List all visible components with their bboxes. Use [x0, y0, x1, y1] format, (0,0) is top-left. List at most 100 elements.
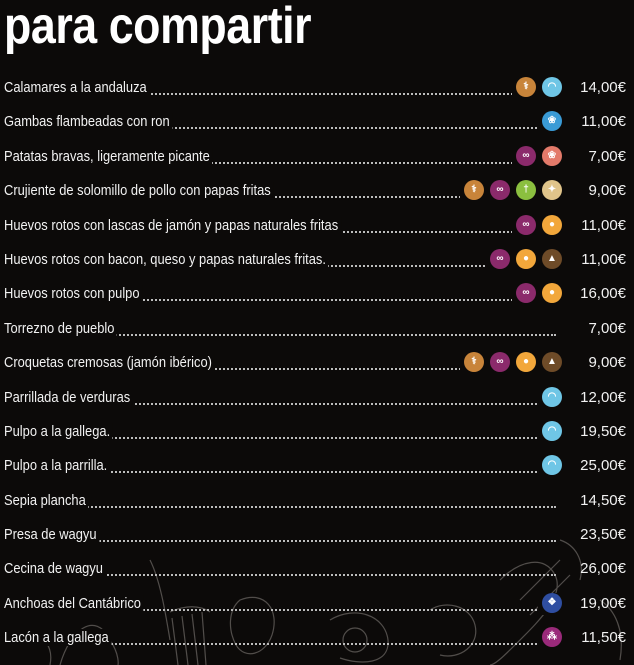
- crustacean-icon: ◠: [542, 455, 562, 476]
- leader-dots: [4, 643, 556, 646]
- lactose-icon: ∞: [516, 283, 536, 304]
- allergen-icons: ∞ ● ▲: [486, 248, 562, 271]
- menu-item: Torrezno de pueblo 7,00€: [0, 314, 634, 348]
- menu-item: Huevos rotos con bacon, queso y papas na…: [0, 245, 634, 279]
- allergen-icons: ⚕ ◠: [512, 77, 562, 99]
- crustacean-icon: ◠: [542, 77, 562, 97]
- sesame-icon: ✦: [542, 180, 562, 201]
- leader-dots: [4, 93, 556, 95]
- allergen-icons: ❀: [538, 111, 562, 134]
- crustacean-icon: ◠: [542, 386, 562, 407]
- gluten-icon: ⚕: [464, 180, 484, 201]
- dish-name: Calamares a la andaluza: [4, 79, 150, 96]
- menu-item: Pulpo a la gallega. ◠ 19,50€: [0, 417, 634, 451]
- leader-dots: [4, 608, 556, 611]
- leader-dots: [4, 127, 556, 130]
- dish-name: Huevos rotos con pulpo: [4, 285, 143, 303]
- menu-item: Parrillada de verduras ◠ 12,00€: [0, 383, 634, 417]
- dish-price: 14,00€: [580, 79, 626, 96]
- dish-price: 7,00€: [588, 147, 626, 165]
- dish-price: 23,50€: [580, 526, 626, 544]
- nuts-icon: ❀: [542, 145, 562, 166]
- dish-name: Presa de wagyu: [4, 526, 100, 544]
- dish-name: Lacón a la gallega: [4, 629, 112, 647]
- dish-price: 14,50€: [580, 491, 626, 509]
- dish-price: 11,50€: [581, 629, 626, 647]
- menu-list: Calamares a la andaluza ⚕ ◠ 14,00€ Gambas fl…: [0, 73, 634, 658]
- menu-item: Patatas bravas, ligeramente picante ∞ ❀ 7,0…: [0, 142, 634, 176]
- dish-name: Huevos rotos con lascas de jamón y papas…: [4, 216, 341, 234]
- leader-dots: [4, 574, 556, 577]
- leader-dots: [4, 299, 556, 302]
- menu-item: Anchoas del Cantábrico ❖ 19,00€: [0, 589, 634, 623]
- lactose-icon: ∞: [516, 145, 536, 166]
- leader-dots: [4, 368, 556, 371]
- leader-dots: [4, 196, 556, 199]
- menu-item: Croquetas cremosas (jamón ibérico) ⚕ ∞ ● ▲ 9,…: [0, 348, 634, 382]
- gluten-icon: ⚕: [516, 77, 536, 97]
- soy-icon: ⁂: [542, 627, 562, 648]
- leader-dots: [4, 402, 556, 405]
- page-title: para compartir: [4, 0, 312, 55]
- menu-item: Crujiente de solomillo de pollo con papa…: [0, 176, 634, 210]
- leader-dots: [4, 333, 556, 336]
- sulphite-icon: ▲: [542, 248, 562, 269]
- dish-price: 11,00€: [581, 216, 626, 234]
- dish-name: Pulpo a la gallega.: [4, 422, 113, 440]
- mustard-icon: †: [516, 180, 536, 201]
- menu-item: Cecina de wagyu 26,00€: [0, 554, 634, 588]
- sulphite-icon: ▲: [542, 352, 562, 373]
- allergen-icons: ∞ ❀: [512, 145, 562, 168]
- dish-name: Cecina de wagyu: [4, 560, 106, 578]
- dish-name: Torrezno de pueblo: [4, 319, 118, 337]
- dish-price: 11,00€: [581, 113, 626, 131]
- allergen-icons: ∞ ●: [512, 214, 562, 237]
- egg-icon: ●: [516, 352, 536, 373]
- dish-price: 19,00€: [580, 594, 626, 612]
- menu-item: Gambas flambeadas con ron ❀ 11,00€: [0, 107, 634, 141]
- dish-price: 25,00€: [580, 457, 626, 475]
- lactose-icon: ∞: [490, 180, 510, 201]
- crustacean-icon: ◠: [542, 420, 562, 441]
- dish-price: 9,00€: [588, 182, 626, 200]
- dish-price: 26,00€: [580, 560, 626, 578]
- lactose-icon: ∞: [490, 352, 510, 373]
- dish-name: Gambas flambeadas con ron: [4, 113, 173, 131]
- allergen-icons: ⚕ ∞ † ✦: [460, 180, 562, 203]
- allergen-icons: ❖: [538, 592, 562, 615]
- leader-dots: [4, 161, 556, 164]
- dish-name: Huevos rotos con bacon, queso y papas na…: [4, 250, 329, 268]
- menu-item: Presa de wagyu 23,50€: [0, 520, 634, 554]
- menu-item: Pulpo a la parrilla. ◠ 25,00€: [0, 451, 634, 485]
- leader-dots: [4, 505, 556, 508]
- menu-item: Sepia plancha 14,50€: [0, 486, 634, 520]
- menu-item: Lacón a la gallega ⁂ 11,50€: [0, 623, 634, 657]
- dish-price: 11,00€: [581, 250, 626, 268]
- dish-name: Croquetas cremosas (jamón ibérico): [4, 354, 215, 372]
- dish-name: Patatas bravas, ligeramente picante: [4, 147, 213, 165]
- allergen-icons: ∞ ●: [512, 283, 562, 306]
- egg-icon: ●: [516, 248, 536, 269]
- leader-dots: [4, 540, 556, 543]
- allergen-icons: ⁂: [538, 627, 562, 650]
- lactose-icon: ∞: [490, 248, 510, 269]
- menu-item: Huevos rotos con lascas de jamón y papas…: [0, 211, 634, 245]
- allergen-icons: ⚕ ∞ ● ▲: [460, 352, 562, 375]
- mollusc-icon: ❀: [542, 111, 562, 132]
- allergen-icons: ◠: [538, 455, 562, 478]
- lactose-icon: ∞: [516, 214, 536, 235]
- gluten-icon: ⚕: [464, 352, 484, 373]
- leader-dots: [4, 436, 556, 439]
- dish-price: 19,50€: [580, 422, 626, 440]
- dish-price: 9,00€: [588, 354, 626, 372]
- dish-name: Sepia plancha: [4, 491, 89, 509]
- allergen-icons: ◠: [538, 386, 562, 409]
- dish-price: 7,00€: [588, 319, 626, 337]
- menu-item: Huevos rotos con pulpo ∞ ● 16,00€: [0, 279, 634, 313]
- fish-icon: ❖: [542, 592, 562, 613]
- dish-price: 12,00€: [580, 388, 626, 406]
- menu-item: Calamares a la andaluza ⚕ ◠ 14,00€: [0, 73, 634, 107]
- leader-dots: [4, 471, 556, 474]
- dish-price: 16,00€: [580, 285, 626, 303]
- dish-name: Parrillada de verduras: [4, 388, 133, 406]
